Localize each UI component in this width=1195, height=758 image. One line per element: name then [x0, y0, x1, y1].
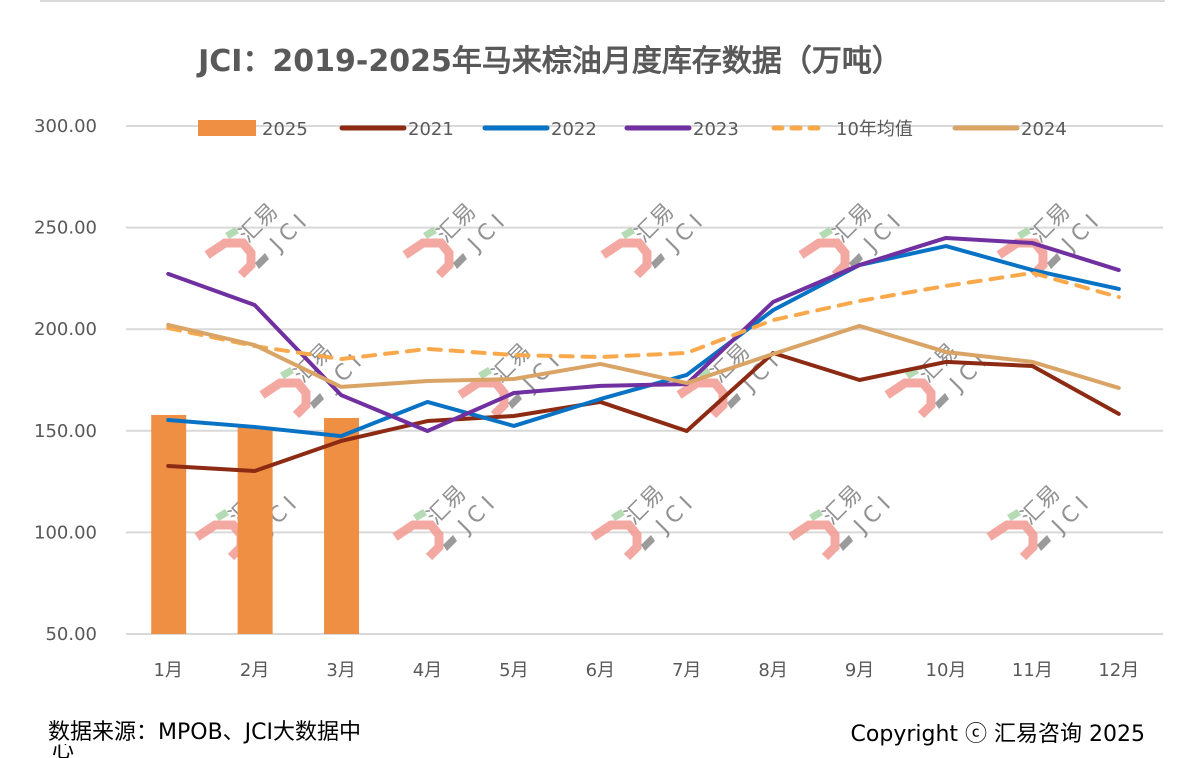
legend: 2025 2021 2022 2023 10年均值 2024 [198, 119, 1067, 140]
top-border [40, 0, 1165, 2]
bar-2025-1月 [151, 414, 187, 634]
x-axis-ticks: 1月 2月 3月 4月 5月 6月 7月 8月 9月 10月 11月 12月 [153, 660, 1139, 681]
y-tick-label: 300.00 [34, 116, 97, 137]
legend-item-2022[interactable]: 2022 [482, 119, 597, 140]
data-source-note: 数据来源：MPOB、JCI大数据中 [48, 720, 361, 745]
x-tick-label: 10月 [926, 660, 967, 681]
legend-label: 10年均值 [836, 119, 913, 140]
x-tick-label: 3月 [326, 660, 355, 681]
data-source-note-continued: 心 [52, 744, 75, 758]
x-tick-label: 12月 [1098, 660, 1139, 681]
x-tick-label: 4月 [413, 660, 442, 681]
x-tick-label: 5月 [499, 660, 528, 681]
line-series-2024 [166, 322, 1121, 390]
legend-label: 2021 [408, 119, 454, 140]
copyright-note: Copyright ⓒ 汇易咨询 2025 [850, 722, 1145, 747]
legend-item-2021[interactable]: 2021 [339, 119, 454, 140]
bar-2025-3月 [324, 417, 360, 634]
legend-label: 2025 [262, 119, 308, 140]
line-series-2022 [166, 244, 1121, 439]
legend-item-2025[interactable]: 2025 [198, 119, 308, 140]
line-series-2021 [166, 350, 1121, 474]
y-tick-label: 200.00 [34, 319, 97, 340]
y-tick-label: 150.00 [34, 421, 97, 442]
bar-2025-2月 [237, 426, 273, 634]
bar-series [151, 414, 360, 634]
x-tick-label: 8月 [758, 660, 787, 681]
chart-title: JCI：2019-2025年马来棕油月度库存数据（万吨） [198, 44, 902, 79]
legend-item-2023[interactable]: 2023 [624, 119, 739, 140]
legend-item-2024[interactable]: 2024 [952, 119, 1067, 140]
legend-item-10年均值[interactable]: 10年均值 [771, 119, 913, 140]
x-tick-label: 2月 [240, 660, 269, 681]
x-tick-label: 6月 [586, 660, 615, 681]
x-tick-label: 7月 [672, 660, 701, 681]
x-tick-label: 11月 [1012, 660, 1053, 681]
y-tick-label: 250.00 [34, 218, 97, 239]
x-tick-label: 9月 [845, 660, 874, 681]
legend-label: 2022 [551, 119, 597, 140]
y-axis-ticks: 300.00 250.00 200.00 150.00 100.00 50.00 [34, 116, 97, 645]
legend-swatch [198, 120, 256, 136]
y-tick-label: 50.00 [45, 624, 97, 645]
line-series-10年均值 [166, 270, 1121, 362]
y-tick-label: 100.00 [34, 522, 97, 543]
line-series [166, 235, 1121, 474]
legend-label: 2023 [693, 119, 739, 140]
x-tick-label: 1月 [153, 660, 182, 681]
legend-label: 2024 [1021, 119, 1067, 140]
